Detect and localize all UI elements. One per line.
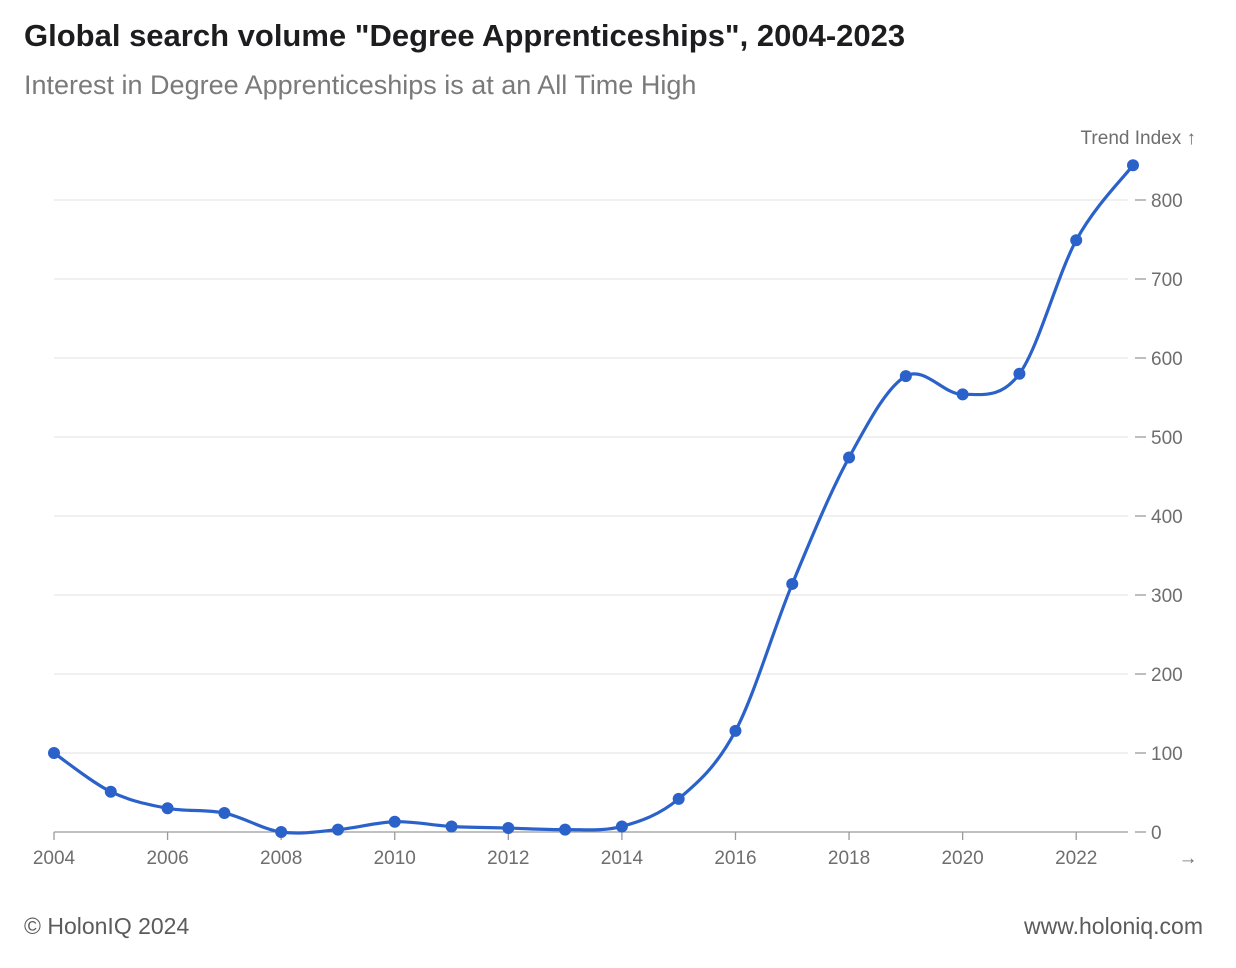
y-tick-label-400: 400 xyxy=(1151,507,1183,528)
x-axis: 2004 2006 2008 2010 2012 2014 2016 2018 2020 2022 xyxy=(33,832,1097,869)
data-point-2011[interactable] xyxy=(445,820,458,833)
data-point-2006[interactable] xyxy=(161,802,174,815)
y-tick-label-700: 700 xyxy=(1151,270,1183,291)
data-point-2012[interactable] xyxy=(502,822,515,835)
x-tick-label-2010: 2010 xyxy=(374,848,416,869)
x-tick-label-2012: 2012 xyxy=(487,848,529,869)
data-point-2020[interactable] xyxy=(956,388,969,401)
gridlines xyxy=(54,199,1128,833)
data-point-2017[interactable] xyxy=(786,577,799,590)
y-tick-label-300: 300 xyxy=(1151,586,1183,607)
y-axis-label: Trend Index ↑ xyxy=(1081,128,1196,149)
data-point-2015[interactable] xyxy=(672,792,685,805)
x-tick-label-2016: 2016 xyxy=(714,848,756,869)
data-point-2021[interactable] xyxy=(1013,367,1026,380)
data-point-2004[interactable] xyxy=(48,747,60,759)
x-axis-arrow: → xyxy=(1179,848,1198,869)
y-tick-label-0: 0 xyxy=(1151,823,1162,844)
data-point-2016[interactable] xyxy=(729,724,742,737)
data-point-2005[interactable] xyxy=(104,785,117,798)
data-point-2019[interactable] xyxy=(899,370,912,383)
data-point-2009[interactable] xyxy=(331,823,344,836)
x-tick-label-2018: 2018 xyxy=(828,848,870,869)
x-tick-label-2008: 2008 xyxy=(260,848,302,869)
x-tick-label-2004: 2004 xyxy=(33,848,76,869)
x-tick-label-2020: 2020 xyxy=(941,848,983,869)
data-point-2010[interactable] xyxy=(388,815,401,828)
chart-subtitle: Interest in Degree Apprenticeships is at… xyxy=(24,70,697,100)
y-tick-label-500: 500 xyxy=(1151,428,1183,449)
y-axis: 0 100 200 300 400 500 600 700 800 xyxy=(1135,191,1183,844)
data-point-2008[interactable] xyxy=(275,826,288,838)
series-line-0 xyxy=(52,163,1135,835)
chart-title: Global search volume "Degree Apprentices… xyxy=(24,18,906,53)
x-tick-label-2006: 2006 xyxy=(146,848,188,869)
copyright-text: © HolonIQ 2024 xyxy=(24,913,190,939)
y-tick-label-800: 800 xyxy=(1151,191,1183,212)
data-point-2023[interactable] xyxy=(1127,159,1139,172)
y-tick-label-100: 100 xyxy=(1151,744,1183,765)
x-tick-label-2014: 2014 xyxy=(601,848,644,869)
x-tick-label-2022: 2022 xyxy=(1055,848,1097,869)
data-point-2013[interactable] xyxy=(559,823,572,836)
data-point-2022[interactable] xyxy=(1070,234,1083,247)
data-point-2018[interactable] xyxy=(843,451,856,464)
data-point-2014[interactable] xyxy=(615,820,628,833)
data-point-2007[interactable] xyxy=(218,807,231,820)
series-layer xyxy=(48,159,1139,838)
y-tick-label-200: 200 xyxy=(1151,665,1183,686)
website-link[interactable]: www.holoniq.com xyxy=(1024,913,1203,939)
y-tick-label-600: 600 xyxy=(1151,349,1183,370)
